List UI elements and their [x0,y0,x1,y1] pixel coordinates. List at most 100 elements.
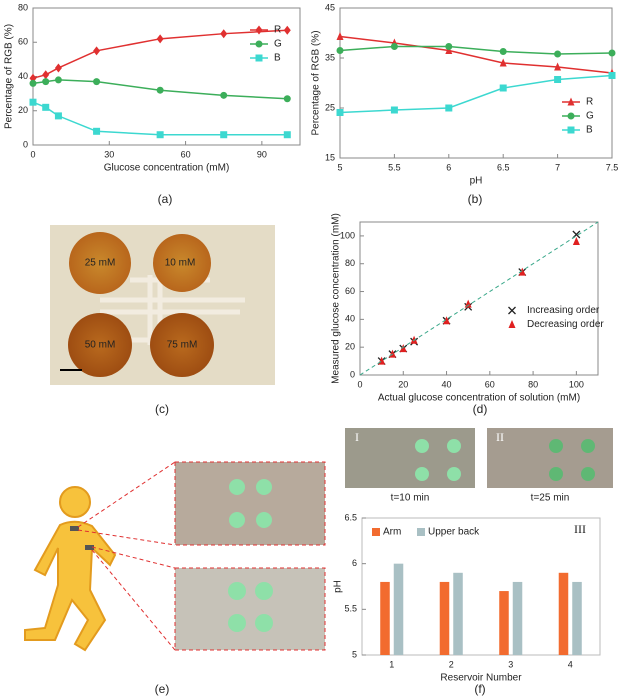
y-tick-label: 60 [18,37,28,47]
y-axis-label: pH [333,580,344,593]
legend-label: G [586,111,594,122]
marker [399,344,407,353]
x-tick-label: 4 [568,659,573,669]
bar [453,572,463,655]
y-tick-label: 40 [345,314,355,324]
photo-text: I [355,430,359,444]
legend-marker [255,25,263,35]
panel-label: (f) [474,682,485,696]
illustration-e: (e) [24,461,326,696]
marker [390,43,398,50]
marker [220,91,228,99]
legend-label: Upper back [428,527,480,538]
panel-label: (c) [155,402,169,416]
x-tick-label: 40 [442,379,452,389]
marker [156,131,164,139]
marker [283,25,291,35]
marker [29,79,37,87]
photo-text: 25 mM [85,258,116,269]
bar [499,591,509,655]
marker [54,76,62,84]
y-tick-label: 35 [325,52,335,62]
legend-label: Increasing order [527,305,600,316]
series-line [339,45,613,55]
y-axis-label: Percentage of RGB (%) [4,24,15,129]
bar [439,581,450,655]
y-tick-label: 80 [345,258,355,268]
panel-label: (e) [155,682,170,696]
photo-text: t=10 min [391,493,430,504]
panel-label: (b) [468,192,483,206]
x-tick-label: 20 [398,379,408,389]
photo-text: t=25 min [531,493,570,504]
marker [93,127,101,135]
x-axis-label: Actual glucose concentration of solution… [378,393,580,404]
x-tick-label: 5.5 [388,162,401,172]
x-tick-label: 6.5 [497,162,510,172]
marker [554,62,562,71]
y-tick-label: 20 [18,105,28,115]
marker [29,98,37,106]
marker [464,299,472,308]
x-tick-label: 7.5 [606,162,619,172]
marker [572,236,580,245]
fit-line [359,221,599,376]
x-tick-label: 30 [104,149,114,159]
photo-text: 75 mM [167,340,198,351]
y-tick-label: 45 [325,2,335,12]
marker [93,78,101,86]
bar [380,581,390,655]
legend-swatch [372,528,380,536]
bar [558,572,569,655]
y-tick-label: 0 [23,139,28,149]
marker [499,48,507,55]
marker [445,43,453,50]
photo-text: II [496,430,504,444]
marker [608,49,616,57]
x-tick-label: 100 [569,379,584,389]
plot-frame [359,221,599,376]
marker [336,47,344,54]
marker [42,70,50,80]
photo-c: 25 mM 10 mM 50 mM 75 mM (c) [50,225,275,416]
x-tick-label: 2 [449,659,454,669]
legend-label: G [274,39,282,50]
marker [220,29,228,39]
x-axis-label: Reservoir Number [440,673,522,684]
series-line [339,35,613,74]
y-tick-label: 60 [345,286,355,296]
marker [54,63,62,73]
legend-marker [567,126,575,134]
x-tick-label: 80 [528,379,538,389]
legend-marker [255,54,263,62]
marker [54,112,62,120]
plot-frame [361,517,601,656]
panel-label: (a) [158,192,173,206]
y-axis-label: Percentage of RGB (%) [311,30,322,135]
x-tick-label: 90 [257,149,267,159]
x-tick-label: 60 [181,149,191,159]
legend-label: R [586,97,593,108]
bar [512,581,523,655]
y-tick-label: 25 [325,102,335,112]
legend-label: R [274,25,281,36]
marker [554,76,562,83]
marker [390,106,398,114]
y-tick-label: 80 [18,2,28,12]
y-tick-label: 5.5 [344,604,357,614]
marker [156,86,164,94]
marker [42,78,50,86]
photo-text: 50 mM [85,340,116,351]
legend-label: B [586,125,593,136]
marker [336,109,344,116]
y-tick-label: 40 [18,71,28,81]
marker [336,32,344,40]
legend-label: Arm [383,527,401,538]
legend-marker [567,97,575,106]
marker [283,95,291,103]
photo-text: 10 mM [165,258,196,269]
legend-marker [508,320,516,328]
plot-frame [339,7,613,159]
marker [443,316,451,325]
